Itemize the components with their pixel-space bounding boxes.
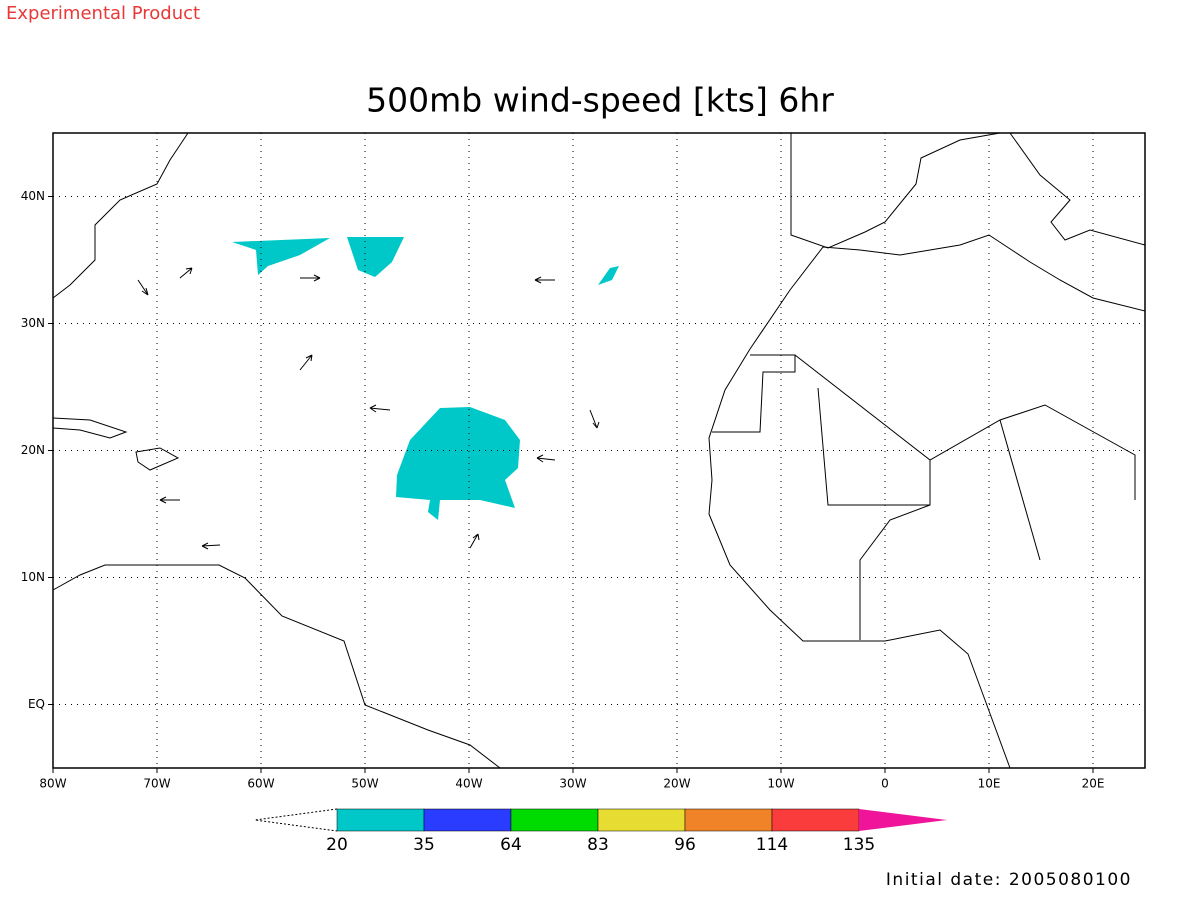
arrow [369, 404, 391, 413]
africa-borders [712, 354, 1136, 640]
x-tick-label: 60W [247, 777, 274, 791]
x-tick-label: 10E [978, 777, 1001, 791]
south-america [52, 564, 502, 769]
y-tick-label: 40N [21, 189, 45, 203]
colorbar-label: 96 [674, 835, 696, 855]
arrow [299, 354, 313, 371]
colorbar-box [423, 808, 512, 832]
x-tick-label: 20E [1082, 777, 1105, 791]
title: 500mb wind-speed [kts] 6hr [366, 81, 834, 120]
colorbar-label: 114 [756, 835, 788, 855]
y-tick-label: EQ [28, 697, 45, 711]
cuba [52, 417, 128, 439]
colorbar-low-end [254, 808, 338, 832]
watermark: Experimental Product [6, 3, 200, 24]
region [396, 407, 520, 520]
arrow [201, 542, 221, 550]
x-tick-label: 40W [455, 777, 482, 791]
x-tick-label: 50W [351, 777, 378, 791]
colorbar-label: 135 [843, 835, 875, 855]
arrow [300, 274, 321, 282]
colorbar-label: 83 [587, 835, 609, 855]
arrow [536, 454, 556, 463]
arrow [179, 267, 193, 279]
region [347, 237, 404, 277]
x-tick-label: 30W [559, 777, 586, 791]
hispaniola [135, 447, 180, 471]
wind-regions [232, 237, 619, 520]
y-tick-label: 30N [21, 316, 45, 330]
region [232, 238, 330, 275]
north-america [52, 132, 189, 299]
arrow [534, 276, 555, 284]
arrow [137, 279, 149, 296]
x-tick-label: 0 [881, 777, 889, 791]
colorbar-box [510, 808, 599, 832]
colorbar-high-end [859, 809, 947, 831]
initial-date: Initial date: 2005080100 [886, 870, 1132, 890]
x-tick-label: 10W [767, 777, 794, 791]
colorbar-box [336, 808, 425, 832]
colorbar-box [597, 808, 686, 832]
map-frame [52, 132, 1146, 769]
y-tick-label: 10N [21, 570, 45, 584]
colorbar-label: 64 [500, 835, 522, 855]
colorbar-box [684, 808, 773, 832]
y-tick-label: 20N [21, 443, 45, 457]
x-tick-label: 20W [663, 777, 690, 791]
x-tick-label: 80W [39, 777, 66, 791]
region [598, 266, 619, 285]
arrow [469, 533, 480, 549]
arrow [159, 496, 180, 504]
africa [708, 234, 1146, 769]
wind-vectors [137, 267, 600, 550]
arrow [589, 409, 600, 429]
colorbar-label: 35 [413, 835, 435, 855]
colorbar-label: 20 [326, 835, 348, 855]
x-tick-label: 70W [143, 777, 170, 791]
colorbar-box [771, 808, 860, 832]
europe [790, 132, 1146, 249]
